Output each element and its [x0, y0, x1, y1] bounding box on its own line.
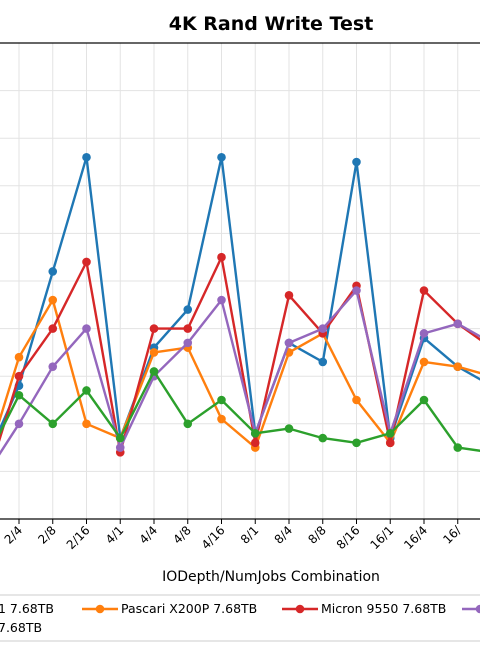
series-line	[0, 289, 480, 456]
data-point	[149, 367, 159, 376]
data-point	[183, 338, 193, 348]
plot-frame	[0, 42, 480, 520]
x-tick-label: 4/4	[137, 523, 161, 547]
x-tick-label: 8/16	[334, 523, 363, 552]
plot-frame-rect	[0, 42, 480, 520]
series-4	[0, 367, 480, 452]
x-tick-label: 4/8	[170, 523, 194, 547]
x-tick-label: 8/4	[272, 523, 296, 547]
data-point	[48, 267, 58, 276]
series-layer	[0, 152, 480, 457]
data-point	[352, 157, 361, 167]
data-point	[183, 324, 193, 333]
data-point	[318, 433, 328, 443]
grid-lines	[0, 43, 480, 519]
x-tick-label: 2/16	[64, 523, 93, 552]
legend-marker	[295, 604, 305, 614]
x-axis-label: IODepth/NumJobs Combination	[162, 569, 380, 585]
data-point	[419, 329, 429, 338]
data-point	[419, 286, 429, 295]
data-point	[453, 362, 463, 371]
x-tick-label: 4/16	[199, 523, 228, 552]
x-tick-label: 2/8	[35, 523, 59, 547]
data-point	[183, 305, 193, 314]
data-point	[250, 438, 260, 448]
data-point	[48, 419, 58, 429]
data-point	[250, 429, 260, 438]
data-point	[115, 433, 125, 443]
data-point	[352, 395, 361, 405]
data-point	[82, 324, 91, 333]
data-point	[318, 324, 328, 333]
data-point	[14, 419, 24, 429]
data-point	[82, 419, 91, 429]
data-point	[284, 424, 294, 433]
data-point	[385, 429, 395, 438]
x-tick-label: 16/4	[401, 523, 430, 552]
legend-label: Micron 9550 7.68TB	[321, 601, 446, 616]
x-tick-labels: 2/12/42/82/164/14/44/84/168/18/48/88/161…	[2, 519, 465, 552]
x-tick-label: 4/1	[103, 523, 127, 547]
data-point	[352, 438, 361, 448]
data-point	[419, 395, 429, 405]
legend-label: Pascari X200P 7.68TB	[121, 601, 257, 616]
x-tick-label: 2/4	[2, 523, 26, 547]
data-point	[48, 324, 58, 333]
data-point	[14, 390, 24, 400]
data-point	[284, 290, 294, 300]
legend: 1 7.68TB Pascari X200P 7.68TB Micron 9550 …	[0, 594, 480, 642]
x-tick-label: 8/1	[238, 523, 262, 547]
data-point	[453, 443, 463, 452]
legend-label: 7.68TB	[0, 620, 42, 635]
data-point	[217, 395, 226, 405]
data-point	[115, 443, 125, 452]
data-point	[217, 414, 226, 424]
data-point	[419, 357, 429, 367]
chart-title: 4K Rand Write Test	[169, 13, 374, 35]
data-point	[14, 352, 24, 362]
x-tick-label: 16/1	[367, 523, 396, 552]
data-point	[183, 419, 193, 429]
data-point	[318, 357, 328, 367]
data-point	[385, 438, 395, 448]
legend-marker	[475, 604, 480, 614]
data-point	[82, 257, 91, 267]
data-point	[352, 286, 361, 295]
data-point	[149, 324, 159, 333]
data-point	[453, 319, 463, 329]
data-point	[284, 338, 294, 348]
data-point	[217, 152, 226, 162]
data-point	[217, 295, 226, 305]
data-point	[149, 348, 159, 357]
data-point	[82, 386, 91, 395]
data-point	[48, 295, 58, 305]
x-tick-label: 16/	[440, 523, 464, 547]
data-point	[14, 371, 24, 381]
data-point	[217, 252, 226, 262]
legend-marker	[95, 604, 105, 614]
data-point	[82, 152, 91, 162]
legend-label: 1 7.68TB	[0, 601, 54, 616]
x-tick-label: 8/8	[305, 523, 329, 547]
data-point	[48, 362, 58, 371]
legend-frame	[0, 594, 480, 642]
series-2	[0, 252, 480, 457]
